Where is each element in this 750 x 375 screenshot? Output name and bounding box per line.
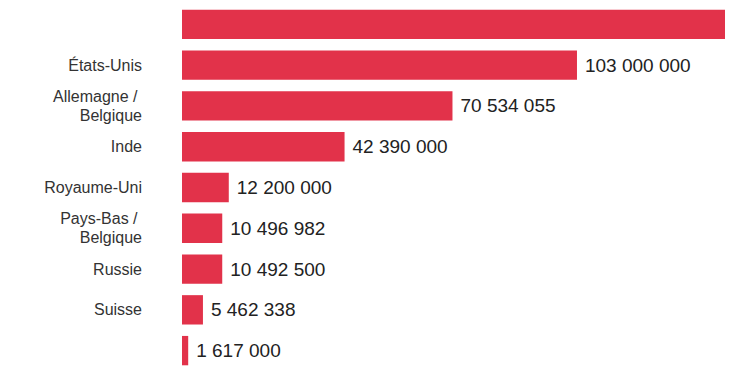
svg-text:10 492 500: 10 492 500 [230,259,325,280]
svg-text:103 000 000: 103 000 000 [585,55,691,76]
svg-text:Belgique: Belgique [80,107,142,124]
svg-text:Belgique: Belgique [80,229,142,246]
svg-text:Suisse: Suisse [94,301,142,318]
svg-text:États-Unis: États-Unis [68,56,142,74]
svg-text:70 534 055: 70 534 055 [460,95,555,116]
svg-text:10 496 982: 10 496 982 [230,218,325,239]
svg-text:Allemagne /: Allemagne / [53,88,142,105]
svg-text:Russie: Russie [93,261,142,278]
svg-text:Pays-Bas /: Pays-Bas / [60,210,142,227]
svg-text:1 617 000: 1 617 000 [196,340,281,361]
svg-text:Inde: Inde [111,138,142,155]
svg-text:Royaume-Uni: Royaume-Uni [44,179,142,196]
svg-text:5 462 338: 5 462 338 [211,299,296,320]
svg-text:12 200 000: 12 200 000 [237,177,332,198]
svg-text:42 390 000: 42 390 000 [353,136,448,157]
